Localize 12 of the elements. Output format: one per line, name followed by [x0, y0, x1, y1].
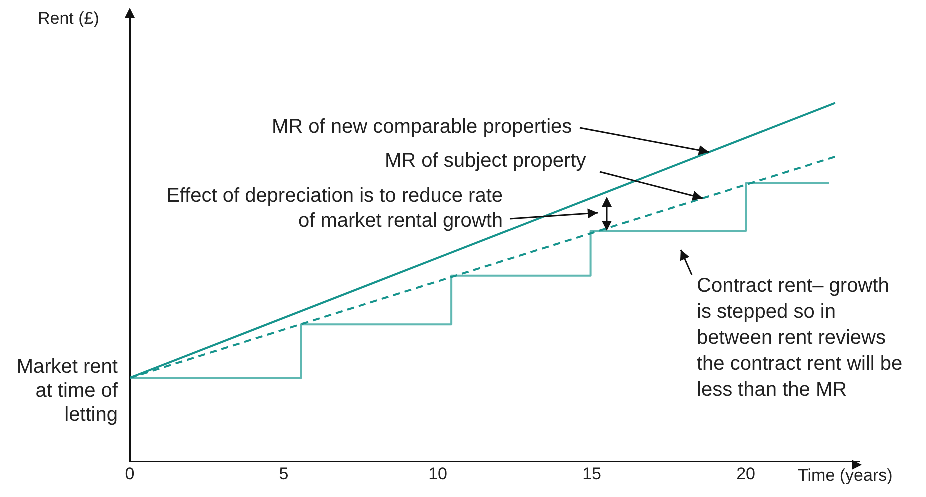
annotation: MR of new comparable properties	[272, 115, 574, 140]
annotation: Effect of depreciation is to reduce rate of market rental growth	[166, 184, 503, 234]
annotation: MR of subject property	[385, 149, 588, 174]
x-tick-label: 15	[582, 464, 602, 484]
text: Market rent at time of letting	[16, 355, 118, 427]
x-tick-label: 20	[736, 464, 756, 484]
x-axis-title: Time (years)	[798, 465, 893, 487]
x-tick-label: 10	[428, 464, 448, 484]
x-tick-label: 0	[125, 464, 135, 484]
annotation: Contract rent– growth is stepped so in between rent reviews the contract rent will be less than the MR	[697, 274, 904, 403]
y-axis-title: Rent (£)	[38, 8, 100, 30]
x-tick-label: 5	[279, 464, 289, 484]
